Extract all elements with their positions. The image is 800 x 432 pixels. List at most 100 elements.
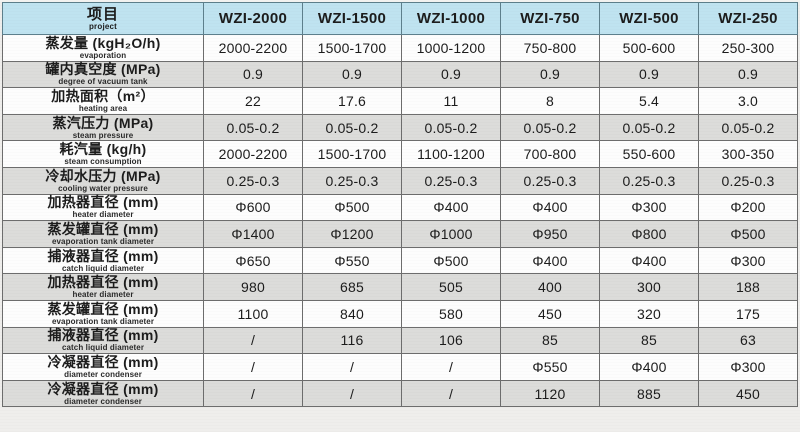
spec-value-cell: 0.25-0.3 xyxy=(401,166,501,195)
spec-value-cell: Φ400 xyxy=(599,246,699,275)
row-label-en: evaporation xyxy=(79,50,127,60)
row-label-en: degree of vacuum tank xyxy=(58,77,148,87)
spec-value-cell: / xyxy=(203,379,303,408)
table-header: 项目 project WZI-2000 WZI-1500 WZI-1000 WZ… xyxy=(2,2,798,35)
spec-value-cell: 0.9 xyxy=(599,60,699,89)
spec-value-cell: 106 xyxy=(401,326,501,355)
column-header-model-5: WZI-500 xyxy=(599,2,699,35)
row-label-cn: 冷却水压力 (MPa) xyxy=(45,167,161,184)
column-header-model-6: WZI-250 xyxy=(698,2,798,35)
row-label-en: heater diameter xyxy=(72,210,134,220)
spec-value-cell: 0.05-0.2 xyxy=(302,113,402,142)
row-label-cell: 冷凝器直径 (mm) diameter condenser xyxy=(2,379,204,408)
spec-value-cell: 0.05-0.2 xyxy=(401,113,501,142)
row-label-cell: 罐内真空度 (MPa) degree of vacuum tank xyxy=(2,60,204,89)
table-body: 蒸发量 (kgH₂O/h) evaporation 2000-2200 1500-17… xyxy=(2,34,798,408)
spec-value-cell: 0.9 xyxy=(203,60,303,89)
spec-value-cell: 1100-1200 xyxy=(401,140,501,168)
table-row: 蒸汽压力 (MPa) steam pressure 0.05-0.2 0.05-0.2… xyxy=(2,113,798,142)
table-row: 冷凝器直径 (mm) diameter condenser / / / Φ550 Φ400 Φ… xyxy=(2,353,798,381)
row-label-en: diameter condenser xyxy=(64,396,142,406)
spec-value-cell: 750-800 xyxy=(500,34,600,62)
table-row: 蒸发罐直径 (mm) evaporation tank diameter Φ1400… xyxy=(2,220,798,248)
row-label-cell: 加热器直径 (mm) heater diameter xyxy=(2,193,204,222)
spec-value-cell: 22 xyxy=(203,87,303,115)
spec-value-cell: Φ200 xyxy=(698,193,798,222)
spec-value-cell: Φ400 xyxy=(401,193,501,222)
column-header-model-1: WZI-2000 xyxy=(203,2,303,35)
row-label-en: catch liquid diameter xyxy=(61,263,145,273)
spec-value-cell: 0.25-0.3 xyxy=(302,166,402,195)
row-label-cell: 冷却水压力 (MPa) cooling water pressure xyxy=(2,166,204,195)
spec-value-cell: Φ550 xyxy=(500,353,600,381)
spec-value-cell: 300-350 xyxy=(698,140,798,168)
spec-value-cell: 0.25-0.3 xyxy=(698,166,798,195)
spec-value-cell: 0.05-0.2 xyxy=(599,113,699,142)
spec-value-cell: 0.9 xyxy=(500,60,600,89)
spec-value-cell: 0.9 xyxy=(302,60,402,89)
row-label-cell: 捕液器直径 (mm) catch liquid diameter xyxy=(2,326,204,355)
spec-value-cell: 11 xyxy=(401,87,501,115)
spec-value-cell: 0.05-0.2 xyxy=(698,113,798,142)
table-row: 加热器直径 (mm) heater diameter Φ600 Φ500 Φ400 Φ40… xyxy=(2,193,798,222)
row-label-cn: 捕液器直径 (mm) xyxy=(47,247,159,264)
row-label-en: steam consumption xyxy=(64,157,142,167)
spec-value-cell: Φ1000 xyxy=(401,220,501,248)
spec-value-cell: 1120 xyxy=(500,379,600,408)
table-row: 冷却水压力 (MPa) cooling water pressure 0.25-0.… xyxy=(2,166,798,195)
row-label-cn: 加热面积（m²） xyxy=(51,87,155,104)
spec-value-cell: Φ300 xyxy=(698,246,798,275)
table-row: 加热器直径 (mm) heater diameter 980 685 505 400 300… xyxy=(2,273,798,301)
table-row: 蒸发罐直径 (mm) evaporation tank diameter 1100 8… xyxy=(2,299,798,328)
spec-value-cell: Φ1200 xyxy=(302,220,402,248)
spec-value-cell: 1000-1200 xyxy=(401,34,501,62)
spec-value-cell: Φ400 xyxy=(599,353,699,381)
column-header-model-4: WZI-750 xyxy=(500,2,600,35)
spec-value-cell: Φ500 xyxy=(401,246,501,275)
spec-value-cell: Φ300 xyxy=(599,193,699,222)
spec-value-cell: 1500-1700 xyxy=(302,34,402,62)
spec-value-cell: 85 xyxy=(599,326,699,355)
row-label-cn: 蒸发罐直径 (mm) xyxy=(47,300,159,317)
column-header-project: 项目 project xyxy=(2,2,204,35)
table-row: 捕液器直径 (mm) catch liquid diameter Φ650 Φ550 Φ… xyxy=(2,246,798,275)
row-label-en: evaporation tank diameter xyxy=(51,316,155,326)
column-header-project-en: project xyxy=(88,21,118,31)
spec-value-cell: 0.05-0.2 xyxy=(500,113,600,142)
spec-value-cell: 0.9 xyxy=(698,60,798,89)
spec-value-cell: Φ300 xyxy=(698,353,798,381)
spec-value-cell: Φ1400 xyxy=(203,220,303,248)
spec-value-cell: 5.4 xyxy=(599,87,699,115)
model-name: WZI-1500 xyxy=(317,9,387,27)
spec-value-cell: 2000-2200 xyxy=(203,140,303,168)
row-label-cn: 蒸发罐直径 (mm) xyxy=(47,220,159,237)
spec-value-cell: / xyxy=(302,379,402,408)
spec-value-cell: / xyxy=(203,326,303,355)
spec-value-cell: 980 xyxy=(203,273,303,301)
row-label-cell: 加热面积（m²） heating area xyxy=(2,87,204,115)
spec-value-cell: 8 xyxy=(500,87,600,115)
spec-value-cell: 116 xyxy=(302,326,402,355)
column-header-model-2: WZI-1500 xyxy=(302,2,402,35)
row-label-cell: 蒸发量 (kgH₂O/h) evaporation xyxy=(2,34,204,62)
spec-value-cell: Φ950 xyxy=(500,220,600,248)
row-label-en: heating area xyxy=(78,103,128,113)
spec-value-cell: 0.9 xyxy=(401,60,501,89)
spec-value-cell: Φ650 xyxy=(203,246,303,275)
model-name: WZI-2000 xyxy=(218,9,288,27)
table-row: 冷凝器直径 (mm) diameter condenser / //1120 885 45… xyxy=(2,379,798,408)
row-label-cn: 罐内真空度 (MPa) xyxy=(45,61,161,78)
row-label-cn: 耗汽量 (kg/h) xyxy=(59,141,147,158)
spec-value-cell: 400 xyxy=(500,273,600,301)
spec-value-cell: 320 xyxy=(599,299,699,328)
spec-value-cell: / xyxy=(203,353,303,381)
row-label-cn: 冷凝器直径 (mm) xyxy=(47,353,159,370)
row-label-cell: 加热器直径 (mm) heater diameter xyxy=(2,273,204,301)
row-label-en: catch liquid diameter xyxy=(61,343,145,353)
table-row: 罐内真空度 (MPa) degree of vacuum tank 0.9 0.9 0.… xyxy=(2,60,798,89)
row-label-cell: 蒸发罐直径 (mm) evaporation tank diameter xyxy=(2,220,204,248)
row-label-cn: 蒸汽压力 (MPa) xyxy=(52,114,154,131)
column-header-model-3: WZI-1000 xyxy=(401,2,501,35)
row-label-en: diameter condenser xyxy=(64,369,142,379)
